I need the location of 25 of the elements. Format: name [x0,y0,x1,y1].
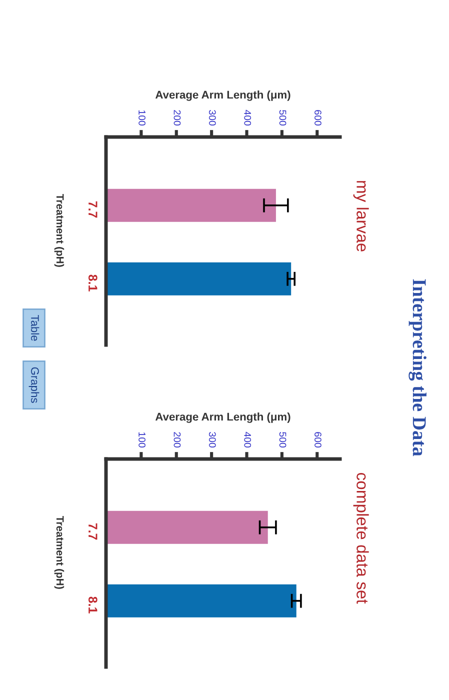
text: complete data set [353,472,369,604]
text: Graphs [28,367,40,403]
x-axis-title: Average Arm Length (μm) [155,412,290,423]
x-tick-label: 200 [174,432,181,448]
x-tick-label: 200 [174,110,181,126]
x-tick-label: 300 [208,110,216,126]
x-tick-label: 500 [279,432,286,448]
y-tick-label: 7.7 [88,201,98,218]
x-tick-label: 100 [138,432,146,448]
x-tick-label: 300 [208,432,216,448]
y-tick-label: 8.1 [88,596,98,614]
x-axis-title: Average Arm Length (μm) [155,90,290,101]
x-tick-label: 100 [138,110,146,126]
y-tick-label: 8.1 [88,274,98,292]
text: Table [31,314,40,341]
x-tick-label: 600 [314,432,322,448]
x-tick-label: 600 [314,110,322,126]
x-tick-label: 400 [244,432,252,448]
text: my larvae [353,181,369,252]
y-tick-label: 7.7 [88,523,98,540]
x-tick-label: 400 [244,110,252,126]
y-axis-title: Treatment (pH) [54,194,64,267]
text: Interpreting the Data [408,279,426,456]
x-tick-label: 500 [279,110,286,126]
y-axis-title: Treatment (pH) [54,516,64,589]
